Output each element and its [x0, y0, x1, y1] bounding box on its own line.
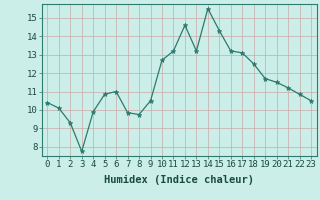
X-axis label: Humidex (Indice chaleur): Humidex (Indice chaleur)	[104, 175, 254, 185]
